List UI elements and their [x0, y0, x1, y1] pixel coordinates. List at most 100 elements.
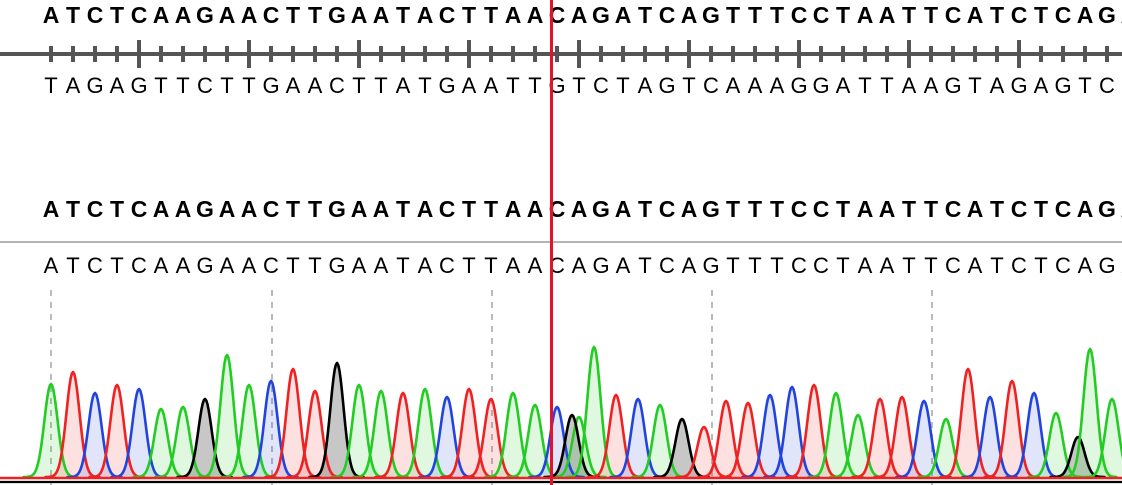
consensus-base[interactable]: T	[901, 196, 917, 222]
consensus-base[interactable]: T	[1033, 196, 1049, 222]
reverse-base[interactable]: T	[176, 73, 190, 98]
reverse-base[interactable]: T	[352, 73, 366, 98]
forward-base[interactable]: T	[747, 2, 763, 28]
forward-base[interactable]: T	[285, 2, 301, 28]
basecall-base[interactable]: A	[681, 253, 697, 278]
reverse-base[interactable]: T	[968, 73, 982, 98]
forward-base[interactable]: T	[483, 2, 499, 28]
basecall-base[interactable]: G	[592, 253, 610, 278]
basecall-base[interactable]: T	[1034, 253, 1048, 278]
forward-base[interactable]: G	[196, 2, 214, 28]
forward-base[interactable]: C	[658, 2, 676, 28]
reverse-base[interactable]: A	[1033, 73, 1049, 98]
reverse-base[interactable]: A	[461, 73, 477, 98]
chromatogram-trace[interactable]	[0, 290, 1122, 485]
consensus-base[interactable]: A	[372, 196, 390, 222]
consensus-base[interactable]: C	[438, 196, 456, 222]
forward-base[interactable]: C	[944, 2, 962, 28]
reverse-base[interactable]: T	[528, 73, 542, 98]
consensus-base[interactable]: T	[989, 196, 1005, 222]
forward-base[interactable]: A	[42, 2, 60, 28]
reverse-base[interactable]: A	[901, 73, 917, 98]
forward-base[interactable]: C	[790, 2, 808, 28]
basecall-base[interactable]: T	[484, 253, 498, 278]
reverse-base[interactable]: G	[812, 73, 830, 98]
forward-base[interactable]: A	[152, 2, 170, 28]
basecall-base[interactable]: T	[66, 253, 80, 278]
basecall-base[interactable]: G	[1098, 253, 1116, 278]
reverse-base[interactable]: T	[44, 73, 58, 98]
forward-base[interactable]: A	[878, 2, 896, 28]
basecall-base[interactable]: A	[967, 253, 983, 278]
consensus-base[interactable]: A	[152, 196, 170, 222]
consensus-base[interactable]: C	[262, 196, 280, 222]
consensus-base[interactable]: T	[395, 196, 411, 222]
consensus-base[interactable]: T	[65, 196, 81, 222]
reverse-base[interactable]: A	[989, 73, 1005, 98]
consensus-base[interactable]: G	[1098, 196, 1116, 222]
consensus-base[interactable]: A	[1118, 198, 1122, 226]
reverse-base[interactable]: G	[86, 73, 104, 98]
reverse-base[interactable]: T	[572, 73, 586, 98]
reverse-base[interactable]: A	[637, 73, 653, 98]
forward-base[interactable]: T	[1033, 2, 1049, 28]
consensus-base[interactable]: A	[504, 196, 522, 222]
basecall-base[interactable]: T	[286, 253, 300, 278]
reverse-base[interactable]: T	[418, 73, 432, 98]
reverse-base[interactable]: A	[835, 73, 851, 98]
reverse-base[interactable]: C	[197, 73, 213, 98]
reverse-base[interactable]: G	[944, 73, 962, 98]
forward-base[interactable]: C	[130, 2, 148, 28]
basecall-base[interactable]: T	[638, 253, 652, 278]
reverse-base[interactable]: G	[130, 73, 148, 98]
basecall-base[interactable]: A	[351, 253, 367, 278]
consensus-base[interactable]: A	[350, 196, 368, 222]
basecall-base[interactable]: C	[263, 253, 279, 278]
forward-base[interactable]: T	[769, 2, 785, 28]
basecall-base[interactable]: T	[770, 253, 784, 278]
consensus-base[interactable]: G	[328, 196, 346, 222]
reverse-base[interactable]: A	[395, 73, 411, 98]
forward-base[interactable]: A	[416, 2, 434, 28]
basecall-base[interactable]: C	[439, 253, 455, 278]
consensus-base[interactable]: T	[637, 196, 653, 222]
consensus-base[interactable]: T	[923, 196, 939, 222]
forward-base[interactable]: A	[350, 2, 368, 28]
consensus-base[interactable]: T	[747, 196, 763, 222]
forward-base[interactable]: C	[86, 2, 104, 28]
basecall-base[interactable]: T	[308, 253, 322, 278]
consensus-base[interactable]: C	[1010, 196, 1028, 222]
forward-base[interactable]: T	[109, 2, 125, 28]
reverse-base[interactable]: G	[790, 73, 808, 98]
consensus-base[interactable]: C	[658, 196, 676, 222]
forward-base[interactable]: T	[923, 2, 939, 28]
consensus-base[interactable]: A	[42, 196, 60, 222]
forward-base[interactable]: C	[812, 2, 830, 28]
consensus-base[interactable]: A	[856, 196, 874, 222]
consensus-base[interactable]: T	[483, 196, 499, 222]
reverse-base[interactable]: G	[1054, 73, 1072, 98]
reverse-base[interactable]: T	[1118, 75, 1122, 103]
basecall-base[interactable]: C	[813, 253, 829, 278]
basecall-base[interactable]: A	[615, 253, 631, 278]
basecall-base[interactable]: A	[571, 253, 587, 278]
forward-base[interactable]: T	[307, 2, 323, 28]
forward-base[interactable]: A	[218, 2, 236, 28]
consensus-base[interactable]: T	[769, 196, 785, 222]
reverse-base[interactable]: A	[307, 73, 323, 98]
consensus-base[interactable]: G	[592, 196, 610, 222]
consensus-base[interactable]: A	[526, 196, 544, 222]
basecall-base[interactable]: A	[43, 253, 59, 278]
forward-base[interactable]: T	[989, 2, 1005, 28]
reverse-base[interactable]: C	[703, 73, 719, 98]
reverse-base[interactable]: C	[329, 73, 345, 98]
forward-base[interactable]: C	[438, 2, 456, 28]
forward-base[interactable]: G	[328, 2, 346, 28]
consensus-base[interactable]: G	[196, 196, 214, 222]
basecall-base[interactable]: A	[417, 253, 433, 278]
forward-base[interactable]: T	[395, 2, 411, 28]
